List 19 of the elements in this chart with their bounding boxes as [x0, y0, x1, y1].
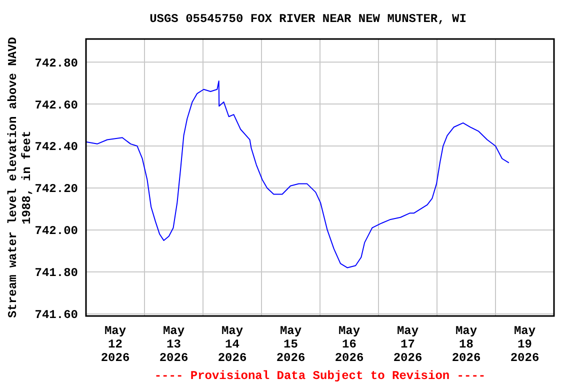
y-tick-label: 742.40: [34, 140, 78, 154]
x-tick-label: May 19 2026: [510, 324, 540, 365]
chart-title: USGS 05545750 FOX RIVER NEAR NEW MUNSTER, WI: [150, 12, 466, 26]
y-tick-label: 742.20: [34, 182, 78, 196]
text: ---- Provisional Data Subject to Revision ----: [154, 369, 486, 383]
y-tick-label: 741.80: [34, 266, 78, 280]
x-tick-label: May 18 2026: [452, 324, 481, 365]
x-tick-label: May 13 2026: [159, 324, 188, 365]
x-tick-label: May 16 2026: [334, 324, 364, 365]
x-tick-label: May 15 2026: [276, 324, 306, 365]
x-tick-label: May 12 2026: [100, 324, 130, 365]
line-series: [86, 80, 510, 268]
y-tick-label: 742.80: [34, 56, 78, 70]
y-tick-label: 742.00: [34, 224, 78, 238]
y-tick-label: 741.60: [34, 308, 78, 322]
x-tick-label: May 14 2026: [218, 324, 247, 365]
y-axis-title: Stream water level elevation above NAVD 1988, in feet: [6, 37, 34, 318]
x-tick-label: May 17 2026: [393, 324, 422, 365]
y-tick-label: 742.60: [34, 98, 78, 112]
